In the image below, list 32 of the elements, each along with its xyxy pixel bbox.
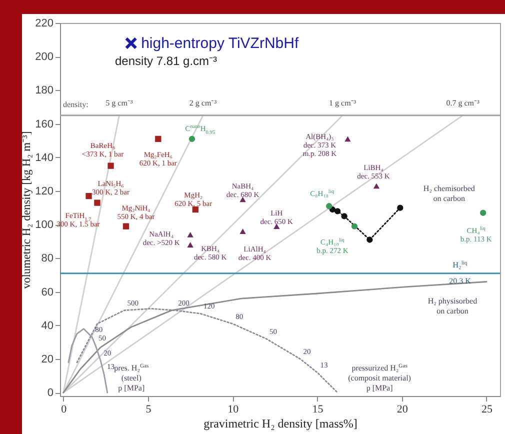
y-tick-label: 60 bbox=[41, 286, 54, 298]
x-tick-label: 15 bbox=[312, 404, 324, 416]
y-tick-label: 120 bbox=[35, 186, 54, 198]
series-label: H₂ physisorbed on carbon bbox=[428, 296, 478, 316]
y-tick-label: 100 bbox=[35, 219, 54, 232]
series-label: pressurized H₂$^{Gas}$ (composit material) p [MPa] bbox=[348, 364, 412, 393]
annotation: density 7.81 g.cm⁻³ bbox=[115, 54, 218, 68]
text: H₂ chemisorbed on carbon bbox=[423, 184, 475, 203]
y-tick-label: 80 bbox=[41, 252, 54, 265]
x-axis-title: gravimetric H₂ density [mass%] bbox=[204, 416, 358, 430]
series-label: pres. H₂$^{Gas}$ (steel) p [MPa] bbox=[114, 364, 149, 393]
x-tick-label: 25 bbox=[481, 404, 493, 416]
x-tick-label: 5 bbox=[146, 404, 152, 416]
x-tick-label: 0 bbox=[61, 404, 68, 416]
text: H₂$^{liq}$ 20.3 K bbox=[449, 260, 471, 286]
series-label: 1 g cm⁻³ bbox=[329, 98, 357, 108]
series-label: 5 g cm⁻³ bbox=[106, 98, 134, 108]
y-tick-label: 40 bbox=[41, 320, 54, 332]
y-axis-title: volumetric H₂ density [kg H₂ m⁻³] bbox=[21, 131, 34, 289]
series-label: high-entropy TiVZrNbHf bbox=[141, 35, 300, 52]
y-tick-label: 160 bbox=[35, 118, 54, 130]
annotation: density: bbox=[63, 100, 88, 109]
y-tick-label: 140 bbox=[35, 152, 54, 164]
y-tick-label: 220 bbox=[35, 18, 54, 30]
y-tick-label: 0 bbox=[47, 387, 54, 400]
y-tick-label: 20 bbox=[41, 354, 54, 366]
y-tick-label: 180 bbox=[35, 84, 54, 97]
series-label: 0.7 g cm⁻³ bbox=[446, 98, 480, 108]
series-label: 2 g cm⁻³ bbox=[189, 98, 218, 108]
y-tick-label: 200 bbox=[35, 51, 54, 64]
x-tick-label: 10 bbox=[228, 404, 240, 416]
x-tick-label: 20 bbox=[396, 404, 408, 416]
